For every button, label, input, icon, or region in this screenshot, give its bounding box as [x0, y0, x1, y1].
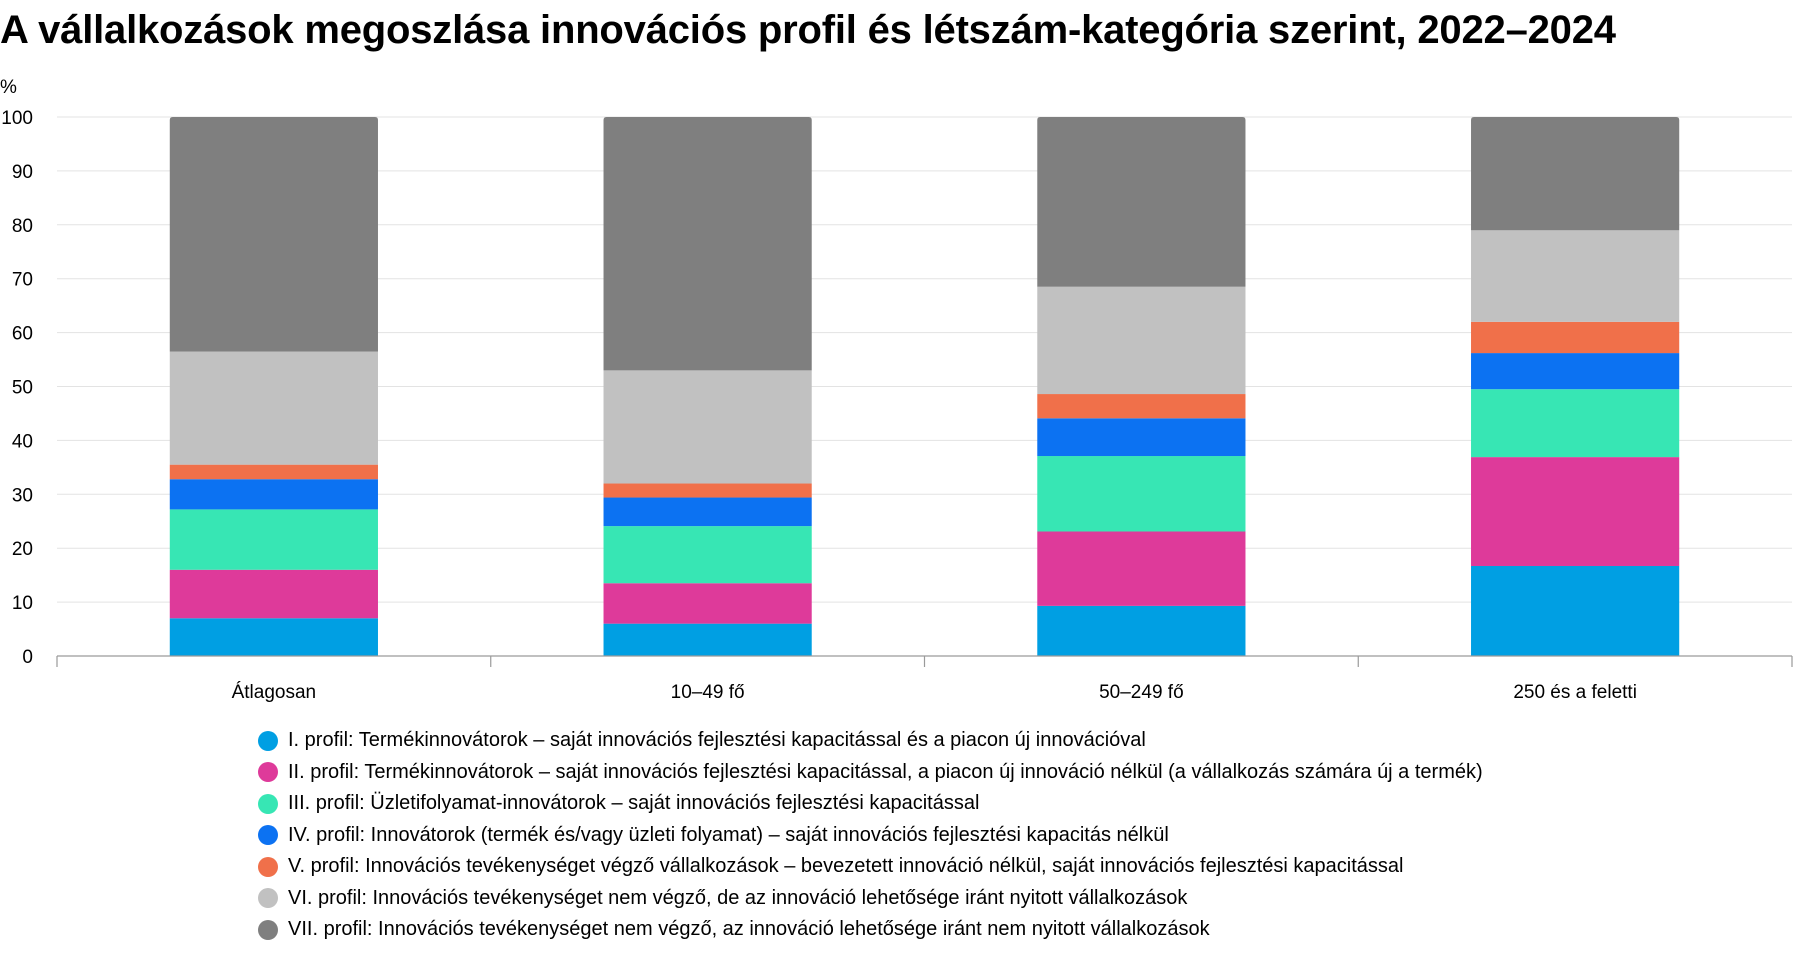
legend-swatch: [258, 730, 278, 751]
legend-item: VI. profil: Innovációs tevékenységet nem…: [258, 883, 1483, 915]
bar-segment: [1037, 286, 1246, 395]
bar-segment: [1471, 321, 1680, 354]
legend-swatch: [258, 856, 278, 877]
legend-label: I. profil: Termékinnovátorok – saját inn…: [288, 729, 1146, 752]
bar-segment: [169, 351, 378, 465]
legend-swatch: [258, 888, 278, 909]
bar-segment: [1037, 605, 1246, 656]
x-category-label: Átlagosan: [232, 682, 317, 703]
bar-segment: [603, 497, 812, 527]
bar-segment: [1037, 418, 1246, 457]
y-tick-label: 90: [12, 162, 33, 183]
bar-segment: [169, 479, 378, 510]
bar-segment: [1471, 565, 1680, 656]
bar-segment: [1037, 117, 1246, 287]
bar-segment: [169, 569, 378, 619]
bar-segment: [603, 583, 812, 624]
bar-stack: [1471, 117, 1680, 656]
y-axis-ticks: 0 10 20 30 40 50 60 70 80 90 100: [1, 108, 33, 668]
bar-stack: [1037, 117, 1246, 656]
y-tick-label: 0: [22, 647, 33, 668]
bar-segment: [169, 117, 378, 352]
bar-segment: [1471, 389, 1680, 458]
bar-segment: [1037, 394, 1246, 419]
bar-segment: [1471, 230, 1680, 322]
y-tick-label: 80: [12, 216, 33, 237]
legend-item: IV. profil: Innovátorok (termék és/vagy …: [258, 820, 1483, 852]
bar-segment: [603, 483, 812, 498]
bar-segment: [169, 618, 378, 656]
legend-item: II. profil: Termékinnovátorok – saját in…: [258, 757, 1483, 789]
y-axis-unit-label: %: [0, 77, 17, 98]
legend-item: III. profil: Üzletifolyamat-innovátorok …: [258, 788, 1483, 820]
y-tick-label: 20: [12, 539, 33, 560]
bar-segment: [1471, 353, 1680, 390]
legend-swatch: [258, 919, 278, 940]
legend-swatch: [258, 762, 278, 783]
y-tick-label: 50: [12, 378, 33, 399]
x-category-label: 250 és a feletti: [1513, 682, 1637, 703]
x-axis: [56, 655, 1793, 667]
legend-label: VI. profil: Innovációs tevékenységet nem…: [288, 886, 1188, 909]
bar-segment: [169, 509, 378, 570]
y-tick-label: 10: [12, 593, 33, 614]
legend-label: V. profil: Innovációs tevékenységet végz…: [288, 855, 1404, 878]
legend: I. profil: Termékinnovátorok – saját inn…: [258, 725, 1483, 946]
legend-label: VII. profil: Innovációs tevékenységet ne…: [288, 918, 1210, 941]
bar-segment: [1037, 531, 1246, 606]
x-category-label: 50–249 fő: [1099, 682, 1184, 703]
legend-item: I. profil: Termékinnovátorok – saját inn…: [258, 725, 1483, 757]
y-tick-label: 100: [1, 108, 33, 129]
x-category-label: 10–49 fő: [671, 682, 745, 703]
x-axis-categories: Átlagosan 10–49 fő 50–249 fő 250 és a felet…: [232, 682, 1637, 703]
legend-swatch: [258, 793, 278, 814]
legend-item: VII. profil: Innovációs tevékenységet ne…: [258, 914, 1483, 946]
y-tick-label: 60: [12, 324, 33, 345]
y-tick-label: 30: [12, 485, 33, 506]
legend-swatch: [258, 825, 278, 846]
legend-label: IV. profil: Innovátorok (termék és/vagy …: [288, 823, 1169, 846]
bar-segment: [1471, 117, 1680, 231]
bar-stack: [603, 117, 812, 656]
bar-segment: [1037, 456, 1246, 532]
bars: [169, 117, 1680, 656]
legend-item: V. profil: Innovációs tevékenységet végz…: [258, 851, 1483, 883]
bar-segment: [1471, 457, 1680, 566]
bar-segment: [603, 117, 812, 371]
bar-segment: [169, 464, 378, 480]
bar-segment: [603, 370, 812, 484]
legend-label: III. profil: Üzletifolyamat-innovátorok …: [288, 792, 980, 815]
y-tick-label: 70: [12, 270, 33, 291]
legend-label: II. profil: Termékinnovátorok – saját in…: [288, 760, 1483, 783]
bar-stack: [169, 117, 378, 656]
chart-title: A vállalkozások megoszlása innovációs pr…: [0, 8, 1616, 52]
bar-segment: [603, 526, 812, 584]
y-tick-label: 40: [12, 431, 33, 452]
bar-segment: [603, 623, 812, 656]
